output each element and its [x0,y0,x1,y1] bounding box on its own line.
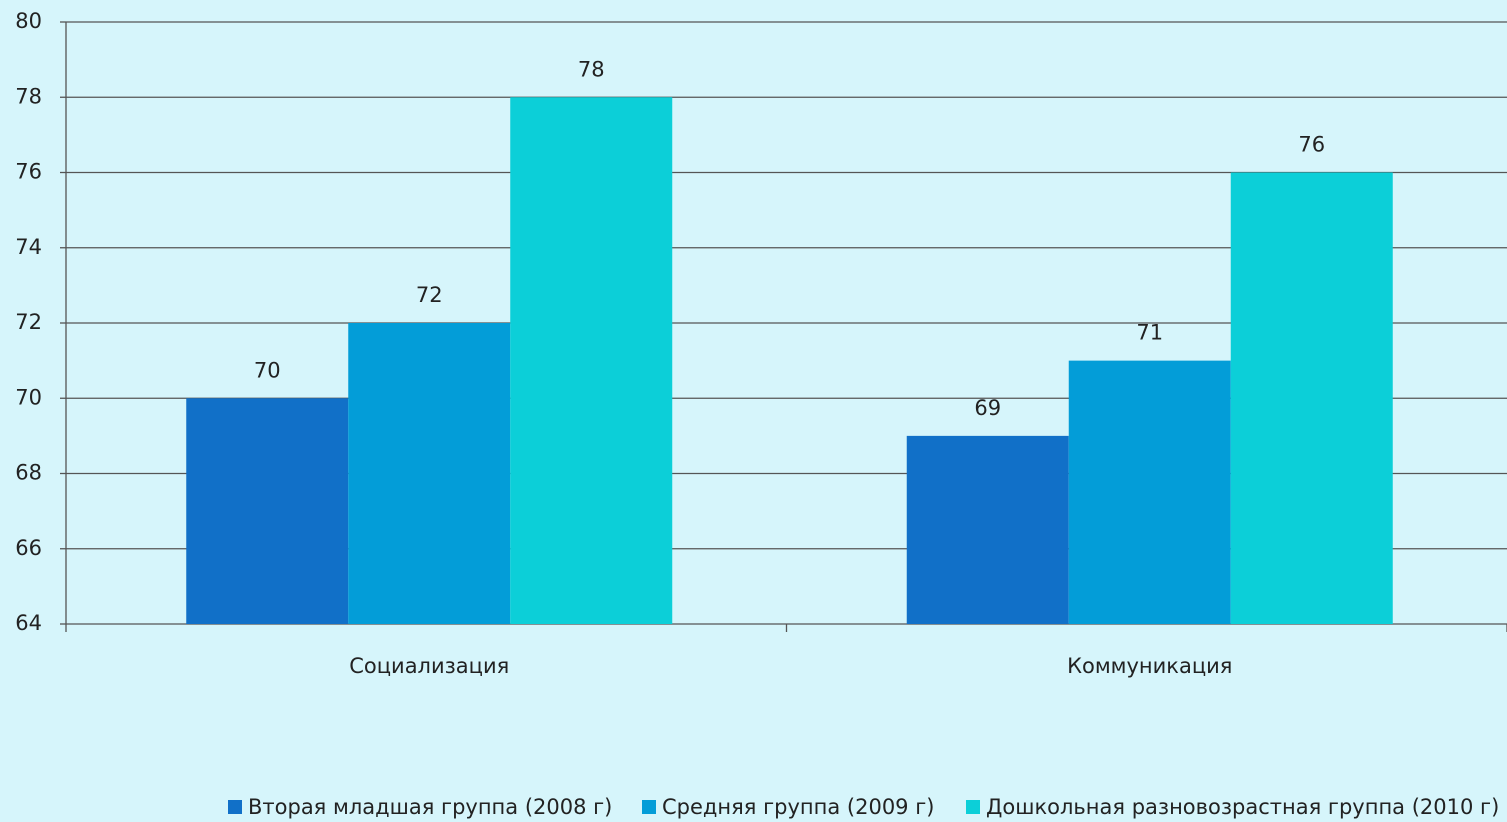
y-tick-label: 76 [15,160,42,184]
data-label: 76 [1298,133,1325,157]
data-label: 69 [974,396,1001,420]
y-tick-label: 72 [15,310,42,334]
x-tick-label: Коммуникация [1067,654,1232,678]
y-tick-label: 70 [15,385,42,409]
legend-label: Дошкольная разновозрастная группа (2010 … [986,795,1499,819]
data-label: 78 [578,57,605,81]
y-tick-label: 78 [15,84,42,108]
y-tick-label: 68 [15,461,42,485]
legend-label: Вторая младшая группа (2008 г) [248,795,612,819]
data-label: 70 [254,358,281,382]
bar [906,435,1069,624]
bar [1230,172,1393,624]
bar [186,398,349,624]
legend-label: Средняя группа (2009 г) [662,795,934,819]
bar [510,97,673,624]
legend-swatch [228,800,242,814]
x-tick-label: Социализация [349,654,509,678]
y-tick-label: 74 [15,235,42,259]
y-tick-label: 64 [15,611,42,635]
bar [1068,360,1231,624]
data-label: 71 [1136,321,1163,345]
y-tick-label: 66 [15,536,42,560]
legend-swatch [642,800,656,814]
bar [348,323,511,624]
legend-swatch [966,800,980,814]
y-tick-label: 80 [15,9,42,33]
data-label: 72 [416,283,443,307]
